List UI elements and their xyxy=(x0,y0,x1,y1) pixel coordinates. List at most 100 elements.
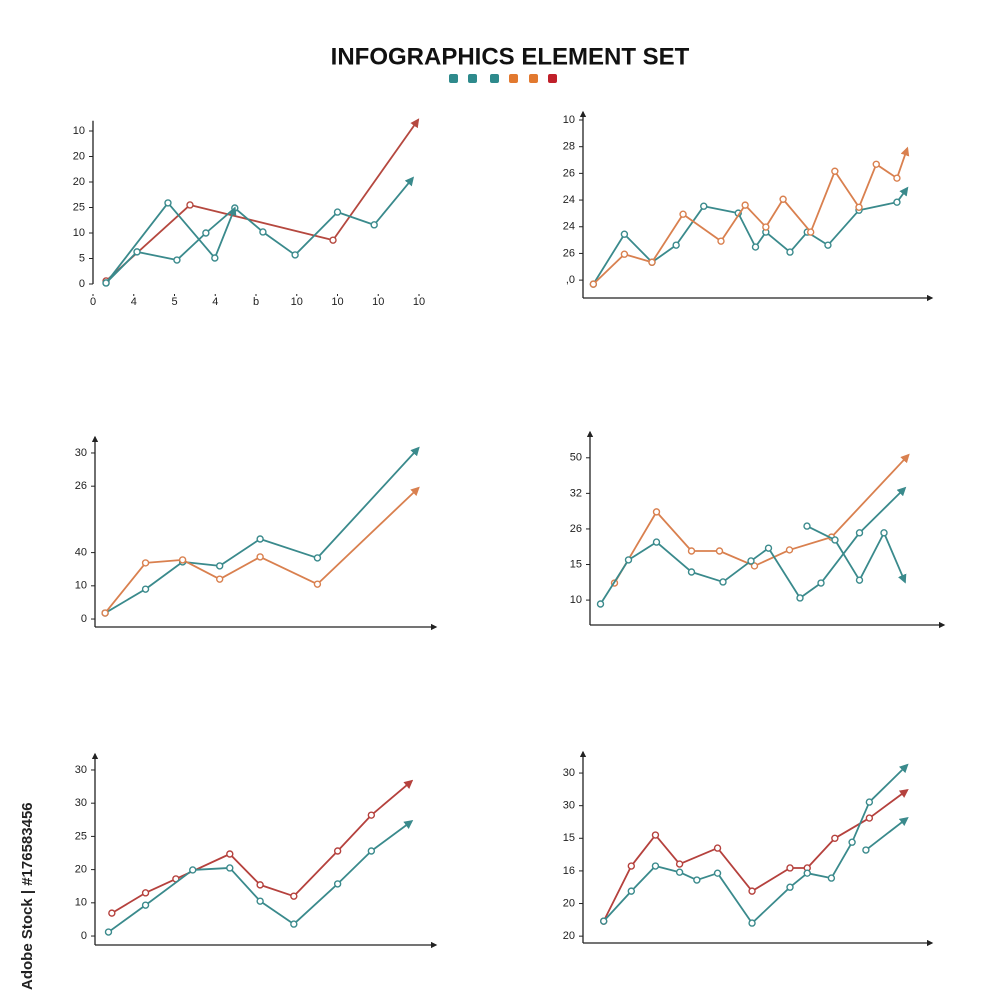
x-tick-label: 4 xyxy=(131,296,137,308)
y-tick-label: 0 xyxy=(79,278,85,290)
data-point xyxy=(831,834,839,842)
data-point xyxy=(256,897,264,905)
data-point xyxy=(651,862,660,870)
data-point xyxy=(141,559,150,567)
data-point xyxy=(333,847,342,855)
data-point xyxy=(141,889,150,897)
data-point xyxy=(855,529,864,537)
data-point xyxy=(290,892,298,900)
data-point xyxy=(627,887,635,895)
y-tick-label: 0 xyxy=(81,930,87,942)
y-tick-label: 10 xyxy=(75,580,87,592)
data-point xyxy=(226,850,234,858)
data-point xyxy=(620,230,629,238)
data-point xyxy=(256,881,264,889)
data-point xyxy=(786,883,794,891)
series-line xyxy=(105,118,420,282)
data-point xyxy=(741,201,749,209)
data-point xyxy=(651,831,660,839)
data-point xyxy=(141,901,150,909)
series-line xyxy=(865,816,909,851)
data-point xyxy=(652,508,661,516)
data-point xyxy=(333,880,342,888)
title-dots xyxy=(449,74,557,83)
y-tick-label: 25 xyxy=(75,830,87,842)
y-tick-label: 32 xyxy=(570,487,582,499)
data-point xyxy=(687,568,696,576)
y-tick-label: 26 xyxy=(563,247,575,259)
y-tick-label: 10 xyxy=(73,125,85,137)
data-point xyxy=(367,811,376,819)
data-point xyxy=(211,254,219,262)
data-point xyxy=(648,258,656,266)
data-point xyxy=(748,919,756,927)
data-point xyxy=(256,535,264,543)
data-point xyxy=(290,920,298,928)
data-point xyxy=(700,202,708,210)
data-point xyxy=(141,585,150,593)
data-point xyxy=(762,223,770,231)
data-point xyxy=(313,554,322,562)
series-line xyxy=(613,453,910,584)
data-point xyxy=(256,553,264,561)
dot xyxy=(468,74,477,83)
data-point xyxy=(786,248,794,256)
data-point xyxy=(748,887,756,895)
y-tick-label: 20 xyxy=(73,176,85,188)
data-point xyxy=(226,864,234,872)
data-point xyxy=(786,864,794,872)
y-tick-label: 20 xyxy=(73,150,85,162)
data-point xyxy=(624,556,633,564)
y-tick-label: 10 xyxy=(75,897,87,909)
data-point xyxy=(717,237,725,245)
y-tick-label: 0 xyxy=(81,613,87,625)
data-point xyxy=(872,160,880,168)
y-tick-label: 30 xyxy=(563,800,575,812)
y-tick-label: 20 xyxy=(563,897,575,909)
dot xyxy=(490,74,499,83)
y-tick-label: 20 xyxy=(75,864,87,876)
data-point xyxy=(101,609,109,617)
y-tick-label: 26 xyxy=(75,480,87,492)
data-point xyxy=(687,547,696,555)
line-chart: 0 5 10 25 20 20 10 0 4 5 4 b 10 10 10 10 xyxy=(73,118,425,308)
data-point xyxy=(104,928,113,936)
data-point xyxy=(600,917,608,925)
data-point xyxy=(747,557,755,565)
data-point xyxy=(589,280,598,288)
series-line xyxy=(592,146,910,285)
data-point xyxy=(675,868,684,876)
y-tick-label: 30 xyxy=(75,764,87,776)
dot xyxy=(509,74,518,83)
line-chart: ,0 26 24 24 26 28 10 xyxy=(563,110,934,302)
data-point xyxy=(865,814,874,822)
x-tick-label: 10 xyxy=(291,296,303,308)
dot xyxy=(449,74,458,83)
data-point xyxy=(796,594,804,602)
line-chart: 0 10 20 25 30 30 xyxy=(75,752,438,949)
data-point xyxy=(133,248,141,256)
line-chart: 0 10 40 26 30 xyxy=(75,435,438,631)
data-point xyxy=(679,210,687,218)
data-point xyxy=(824,241,832,249)
y-tick-label: 24 xyxy=(563,221,575,233)
watermark: Adobe Stock | #176583456 xyxy=(19,802,36,990)
data-point xyxy=(291,251,299,259)
y-tick-label: 20 xyxy=(563,930,575,942)
data-point xyxy=(715,547,724,555)
data-point xyxy=(186,201,194,209)
data-point xyxy=(807,228,815,236)
data-point xyxy=(693,876,701,884)
y-tick-label: 15 xyxy=(563,832,575,844)
data-point xyxy=(862,846,870,854)
x-tick-label: 10 xyxy=(413,296,425,308)
data-point xyxy=(178,556,187,564)
y-tick-label: 40 xyxy=(75,547,87,559)
data-point xyxy=(893,198,901,206)
y-tick-label: 30 xyxy=(563,767,575,779)
series-line xyxy=(104,486,420,614)
y-tick-label: 30 xyxy=(75,447,87,459)
data-point xyxy=(817,579,825,587)
y-tick-label: 24 xyxy=(563,194,575,206)
series-line xyxy=(107,820,414,933)
